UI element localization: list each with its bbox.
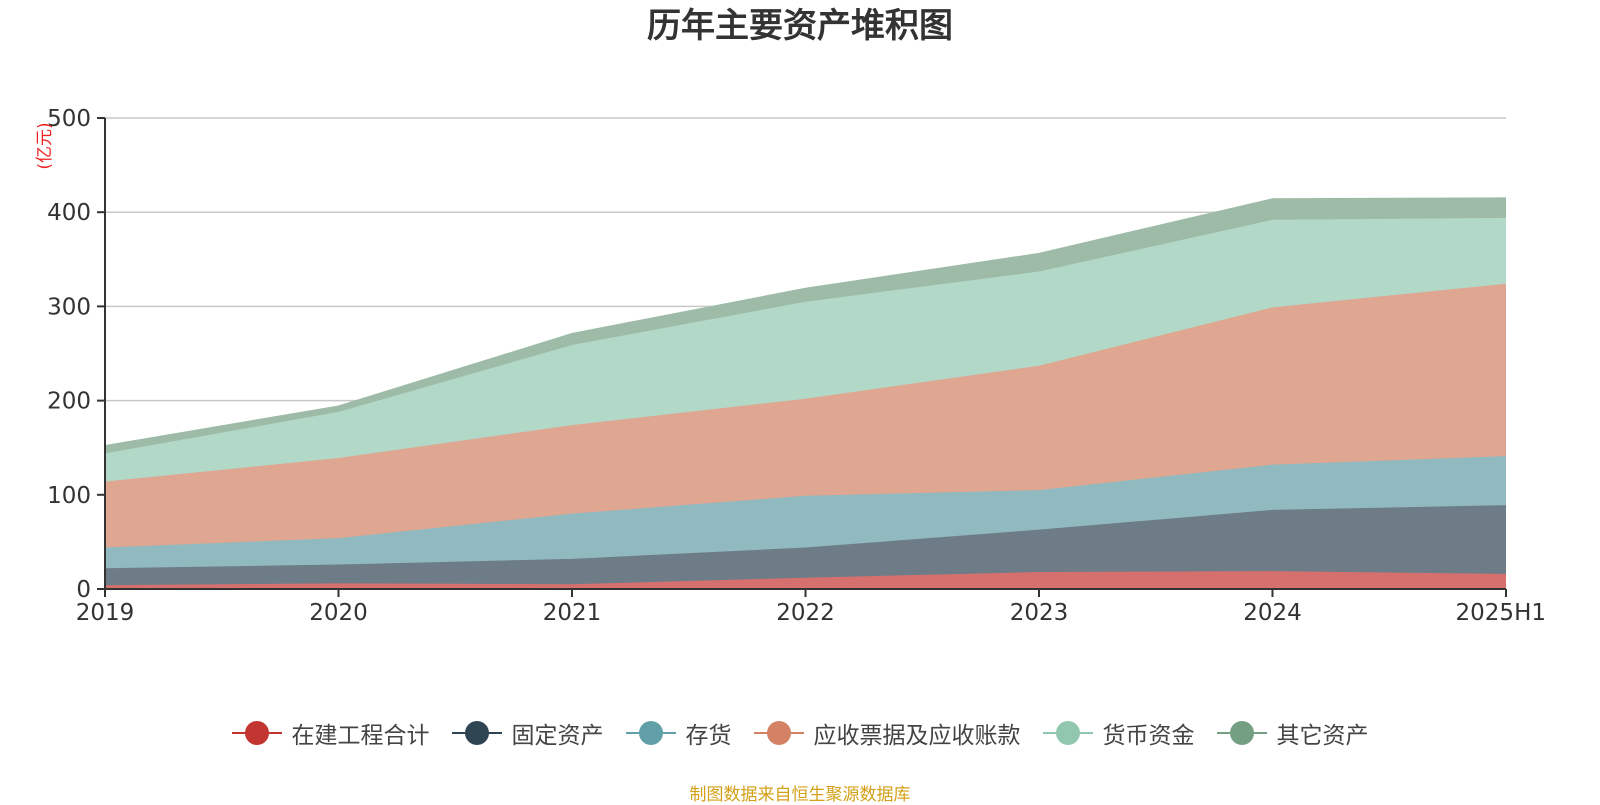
- y-tick-label: 200: [47, 389, 91, 415]
- legend-marker-dot: [1229, 721, 1254, 745]
- legend-label: 货币资金: [1102, 723, 1195, 749]
- y-tick-label: 0: [76, 577, 91, 603]
- legend-marker-icon: [1216, 720, 1267, 746]
- x-tick-label: 2020: [309, 600, 368, 626]
- area-layer: [104, 197, 1507, 589]
- series-area: [105, 456, 1506, 569]
- x-tick-label: 2024: [1243, 600, 1302, 626]
- series-area: [105, 505, 1506, 586]
- y-tick-label: 400: [47, 200, 91, 226]
- series-area: [105, 198, 1506, 454]
- legend-label: 在建工程合计: [291, 723, 430, 749]
- x-tick-label: 2025H1: [1456, 600, 1546, 626]
- series-area: [105, 217, 1506, 482]
- legend-item[interactable]: 其它资产: [1216, 716, 1369, 750]
- source-note: 制图数据来自恒生聚源数据库: [689, 785, 911, 805]
- y-axis-unit-label: (亿元): [35, 122, 55, 169]
- legend-item[interactable]: 货币资金: [1042, 716, 1195, 750]
- y-tick-label: 500: [47, 106, 91, 132]
- y-tick-label: 100: [47, 483, 91, 509]
- legend-item[interactable]: 固定资产: [451, 716, 604, 750]
- legend-label: 存货: [685, 723, 732, 749]
- legend-marker-dot: [464, 721, 489, 745]
- legend-item[interactable]: 存货: [625, 716, 732, 750]
- legend-marker-dot: [244, 721, 269, 745]
- series-area: [105, 283, 1506, 548]
- legend-item[interactable]: 应收票据及应收账款: [753, 716, 1021, 750]
- legend-marker-icon: [625, 720, 676, 746]
- legend-marker-dot: [638, 721, 663, 745]
- legend-marker-icon: [753, 720, 804, 746]
- chart-title: 历年主要资产堆积图: [647, 6, 953, 46]
- legend-label: 应收票据及应收账款: [813, 723, 1021, 749]
- legend-marker-dot: [766, 721, 791, 745]
- x-tick-label: 2021: [543, 600, 602, 626]
- legend-label: 其它资产: [1276, 723, 1369, 749]
- legend-marker-icon: [231, 720, 282, 746]
- series-line: [104, 197, 1507, 447]
- legend: 在建工程合计 固定资产 存货 应收票据及应收账款 货币资金 其它资产: [0, 716, 1600, 750]
- legend-label: 固定资产: [511, 723, 604, 749]
- legend-marker-icon: [451, 720, 502, 746]
- axes: 0 100 200 300 400 500 2019 2020 2021 2022 2023 2024…: [47, 106, 1546, 626]
- legend-marker-icon: [1042, 720, 1093, 746]
- legend-item[interactable]: 在建工程合计: [231, 716, 430, 750]
- legend-marker-dot: [1055, 721, 1080, 745]
- x-tick-label: 2023: [1010, 600, 1069, 626]
- x-tick-label: 2019: [76, 600, 135, 626]
- y-tick-label: 300: [47, 294, 91, 320]
- x-tick-label: 2022: [776, 600, 835, 626]
